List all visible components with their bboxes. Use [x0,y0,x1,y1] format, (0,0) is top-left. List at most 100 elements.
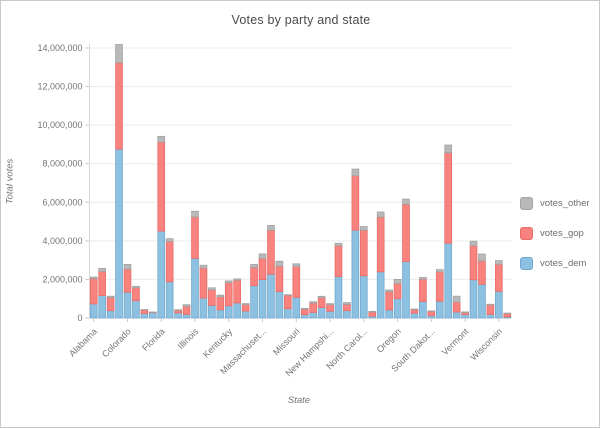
bar-segment-votes_other[interactable] [165,238,174,242]
bar-segment-votes_gop[interactable] [216,296,225,311]
bar-segment-votes_gop[interactable] [376,216,385,273]
bar-segment-votes_dem[interactable] [224,305,233,319]
bar-segment-votes_dem[interactable] [199,297,208,319]
bar-segment-votes_gop[interactable] [385,291,393,311]
bar-segment-votes_dem[interactable] [233,302,242,319]
bar-segment-votes_other[interactable] [351,168,360,177]
bar-segment-votes_dem[interactable] [258,279,267,319]
bar-segment-votes_gop[interactable] [292,266,301,298]
bar-segment-votes_other[interactable] [444,144,453,154]
bar-segment-votes_gop[interactable] [250,267,258,287]
bar-segment-votes_dem[interactable] [300,314,309,319]
bar-segment-votes_other[interactable] [275,260,284,267]
bar-segment-votes_dem[interactable] [284,308,292,319]
bar-segment-votes_dem[interactable] [410,312,419,319]
bar-segment-votes_gop[interactable] [309,302,317,313]
bar-segment-votes_gop[interactable] [258,258,267,280]
bar-segment-votes_dem[interactable] [343,310,351,319]
bar-segment-votes_other[interactable] [123,263,132,270]
bar-segment-votes_other[interactable] [452,295,461,303]
bar-segment-votes_gop[interactable] [410,309,419,314]
bar-segment-votes_other[interactable] [199,264,208,269]
bar-segment-votes_dem[interactable] [452,311,461,319]
bar-segment-votes_gop[interactable] [123,268,132,293]
bar-segment-votes_gop[interactable] [486,304,495,315]
bar-segment-votes_dem[interactable] [123,291,132,319]
bar-segment-votes_gop[interactable] [469,245,478,281]
bar-segment-votes_gop[interactable] [402,203,410,262]
bar-segment-votes_other[interactable] [132,285,140,289]
legend-item-votes-other[interactable]: votes_other [520,197,590,210]
bar-segment-votes_other[interactable] [224,280,233,284]
bar-segment-votes_other[interactable] [106,295,115,298]
bar-segment-votes_other[interactable] [486,303,495,306]
bar-segment-votes_other[interactable] [469,240,478,247]
bar-segment-votes_gop[interactable] [435,271,444,302]
bar-segment-votes_dem[interactable] [174,312,182,319]
bar-segment-votes_gop[interactable] [115,62,123,150]
bar-segment-votes_gop[interactable] [503,313,512,318]
bar-segment-votes_gop[interactable] [241,304,250,312]
bar-segment-votes_gop[interactable] [317,297,326,308]
legend-item-votes-gop[interactable]: votes_gop [520,227,590,240]
bar-segment-votes_dem[interactable] [385,309,393,319]
bar-segment-votes_dem[interactable] [469,279,478,319]
bar-segment-votes_gop[interactable] [199,267,208,299]
bar-segment-votes_dem[interactable] [241,310,250,319]
bar-segment-votes_other[interactable] [359,226,368,231]
bar-segment-votes_gop[interactable] [233,279,242,304]
bar-segment-votes_dem[interactable] [486,313,495,319]
bar-segment-votes_dem[interactable] [402,261,410,319]
bar-segment-votes_dem[interactable] [182,313,191,319]
bar-segment-votes_dem[interactable] [292,296,301,319]
bar-segment-votes_gop[interactable] [284,294,292,310]
bar-segment-votes_other[interactable] [334,242,343,247]
bar-segment-votes_dem[interactable] [191,257,199,319]
bar-segment-votes_gop[interactable] [140,309,149,314]
bar-segment-votes_other[interactable] [419,277,427,280]
bar-segment-votes_other[interactable] [326,303,334,306]
bar-segment-votes_gop[interactable] [165,241,174,283]
bar-segment-votes_other[interactable] [174,309,182,311]
bar-segment-votes_dem[interactable] [495,290,503,319]
bar-segment-votes_other[interactable] [376,211,385,218]
bar-segment-votes_dem[interactable] [98,295,106,319]
bar-segment-votes_other[interactable] [258,253,267,259]
bar-segment-votes_dem[interactable] [267,273,275,319]
bar-segment-votes_other[interactable] [98,267,106,272]
bar-segment-votes_other[interactable] [233,278,242,281]
bar-segment-votes_other[interactable] [317,295,326,299]
bar-segment-votes_other[interactable] [393,279,402,284]
bar-segment-votes_dem[interactable] [115,148,123,319]
bar-segment-votes_other[interactable] [461,311,469,314]
bar-segment-votes_gop[interactable] [427,310,436,317]
bar-segment-votes_gop[interactable] [98,271,106,297]
bar-segment-votes_dem[interactable] [351,229,360,319]
bar-segment-votes_gop[interactable] [478,260,486,285]
bar-segment-votes_gop[interactable] [224,282,233,307]
bar-segment-votes_gop[interactable] [326,304,334,312]
bar-segment-votes_gop[interactable] [419,278,427,302]
bar-segment-votes_other[interactable] [191,210,199,218]
bar-segment-votes_dem[interactable] [317,307,326,319]
bar-segment-votes_other[interactable] [216,294,225,298]
bar-segment-votes_other[interactable] [250,263,258,268]
bar-segment-votes_dem[interactable] [216,309,225,319]
bar-segment-votes_other[interactable] [495,260,503,265]
bar-segment-votes_dem[interactable] [132,300,140,319]
bar-segment-votes_dem[interactable] [478,283,486,319]
bar-segment-votes_gop[interactable] [267,229,275,275]
bar-segment-votes_dem[interactable] [250,285,258,319]
bar-segment-votes_dem[interactable] [106,310,115,319]
bar-segment-votes_gop[interactable] [368,311,377,317]
bar-segment-votes_other[interactable] [182,304,191,307]
bar-segment-votes_gop[interactable] [157,141,166,232]
bar-segment-votes_other[interactable] [368,310,377,313]
bar-segment-votes_gop[interactable] [393,283,402,300]
bar-segment-votes_dem[interactable] [208,304,216,319]
bar-segment-votes_gop[interactable] [444,152,453,244]
bar-segment-votes_other[interactable] [300,308,309,310]
bar-segment-votes_other[interactable] [267,225,275,231]
bar-segment-votes_gop[interactable] [452,301,461,313]
bar-segment-votes_dem[interactable] [376,271,385,319]
